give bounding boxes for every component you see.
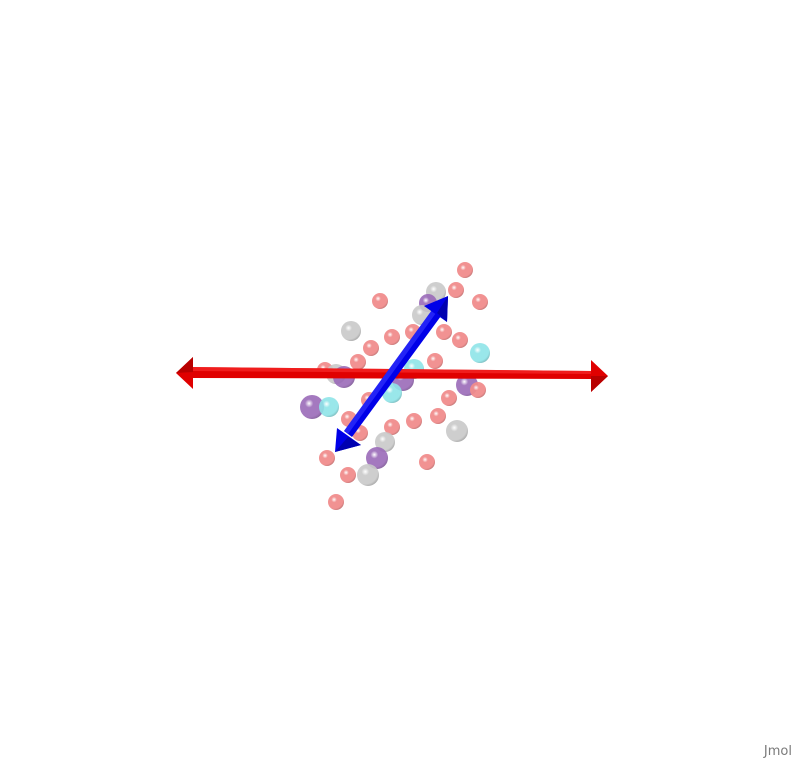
oxygen-atom[interactable] bbox=[328, 494, 344, 510]
oxygen-atom[interactable] bbox=[448, 282, 464, 298]
oxygen-atom[interactable] bbox=[406, 413, 422, 429]
axis-arrows bbox=[176, 296, 608, 452]
carbon-atom[interactable] bbox=[375, 432, 395, 452]
oxygen-atom[interactable] bbox=[452, 332, 468, 348]
carbon-atom[interactable] bbox=[446, 420, 468, 442]
oxygen-atom[interactable] bbox=[441, 390, 457, 406]
oxygen-atom[interactable] bbox=[419, 454, 435, 470]
oxygen-atom[interactable] bbox=[430, 408, 446, 424]
carbon-atom[interactable] bbox=[341, 321, 361, 341]
carbon-atom[interactable] bbox=[357, 464, 379, 486]
oxygen-atom[interactable] bbox=[436, 324, 452, 340]
oxygen-atom[interactable] bbox=[350, 354, 366, 370]
oxygen-atom[interactable] bbox=[363, 340, 379, 356]
oxygen-atom[interactable] bbox=[457, 262, 473, 278]
oxygen-atom[interactable] bbox=[372, 293, 388, 309]
atom-layer bbox=[300, 262, 490, 510]
jmol-watermark: Jmol bbox=[763, 744, 792, 759]
oxygen-atom[interactable] bbox=[319, 450, 335, 466]
oxygen-atom[interactable] bbox=[427, 353, 443, 369]
fluorine-atom[interactable] bbox=[470, 343, 490, 363]
fluorine-atom[interactable] bbox=[319, 397, 339, 417]
oxygen-atom[interactable] bbox=[472, 294, 488, 310]
potassium-atom[interactable] bbox=[366, 447, 388, 469]
y-axis-arrow bbox=[335, 296, 448, 452]
oxygen-atom[interactable] bbox=[340, 467, 356, 483]
oxygen-atom[interactable] bbox=[470, 382, 486, 398]
oxygen-atom[interactable] bbox=[384, 419, 400, 435]
potassium-atom[interactable] bbox=[300, 395, 324, 419]
oxygen-atom[interactable] bbox=[384, 329, 400, 345]
